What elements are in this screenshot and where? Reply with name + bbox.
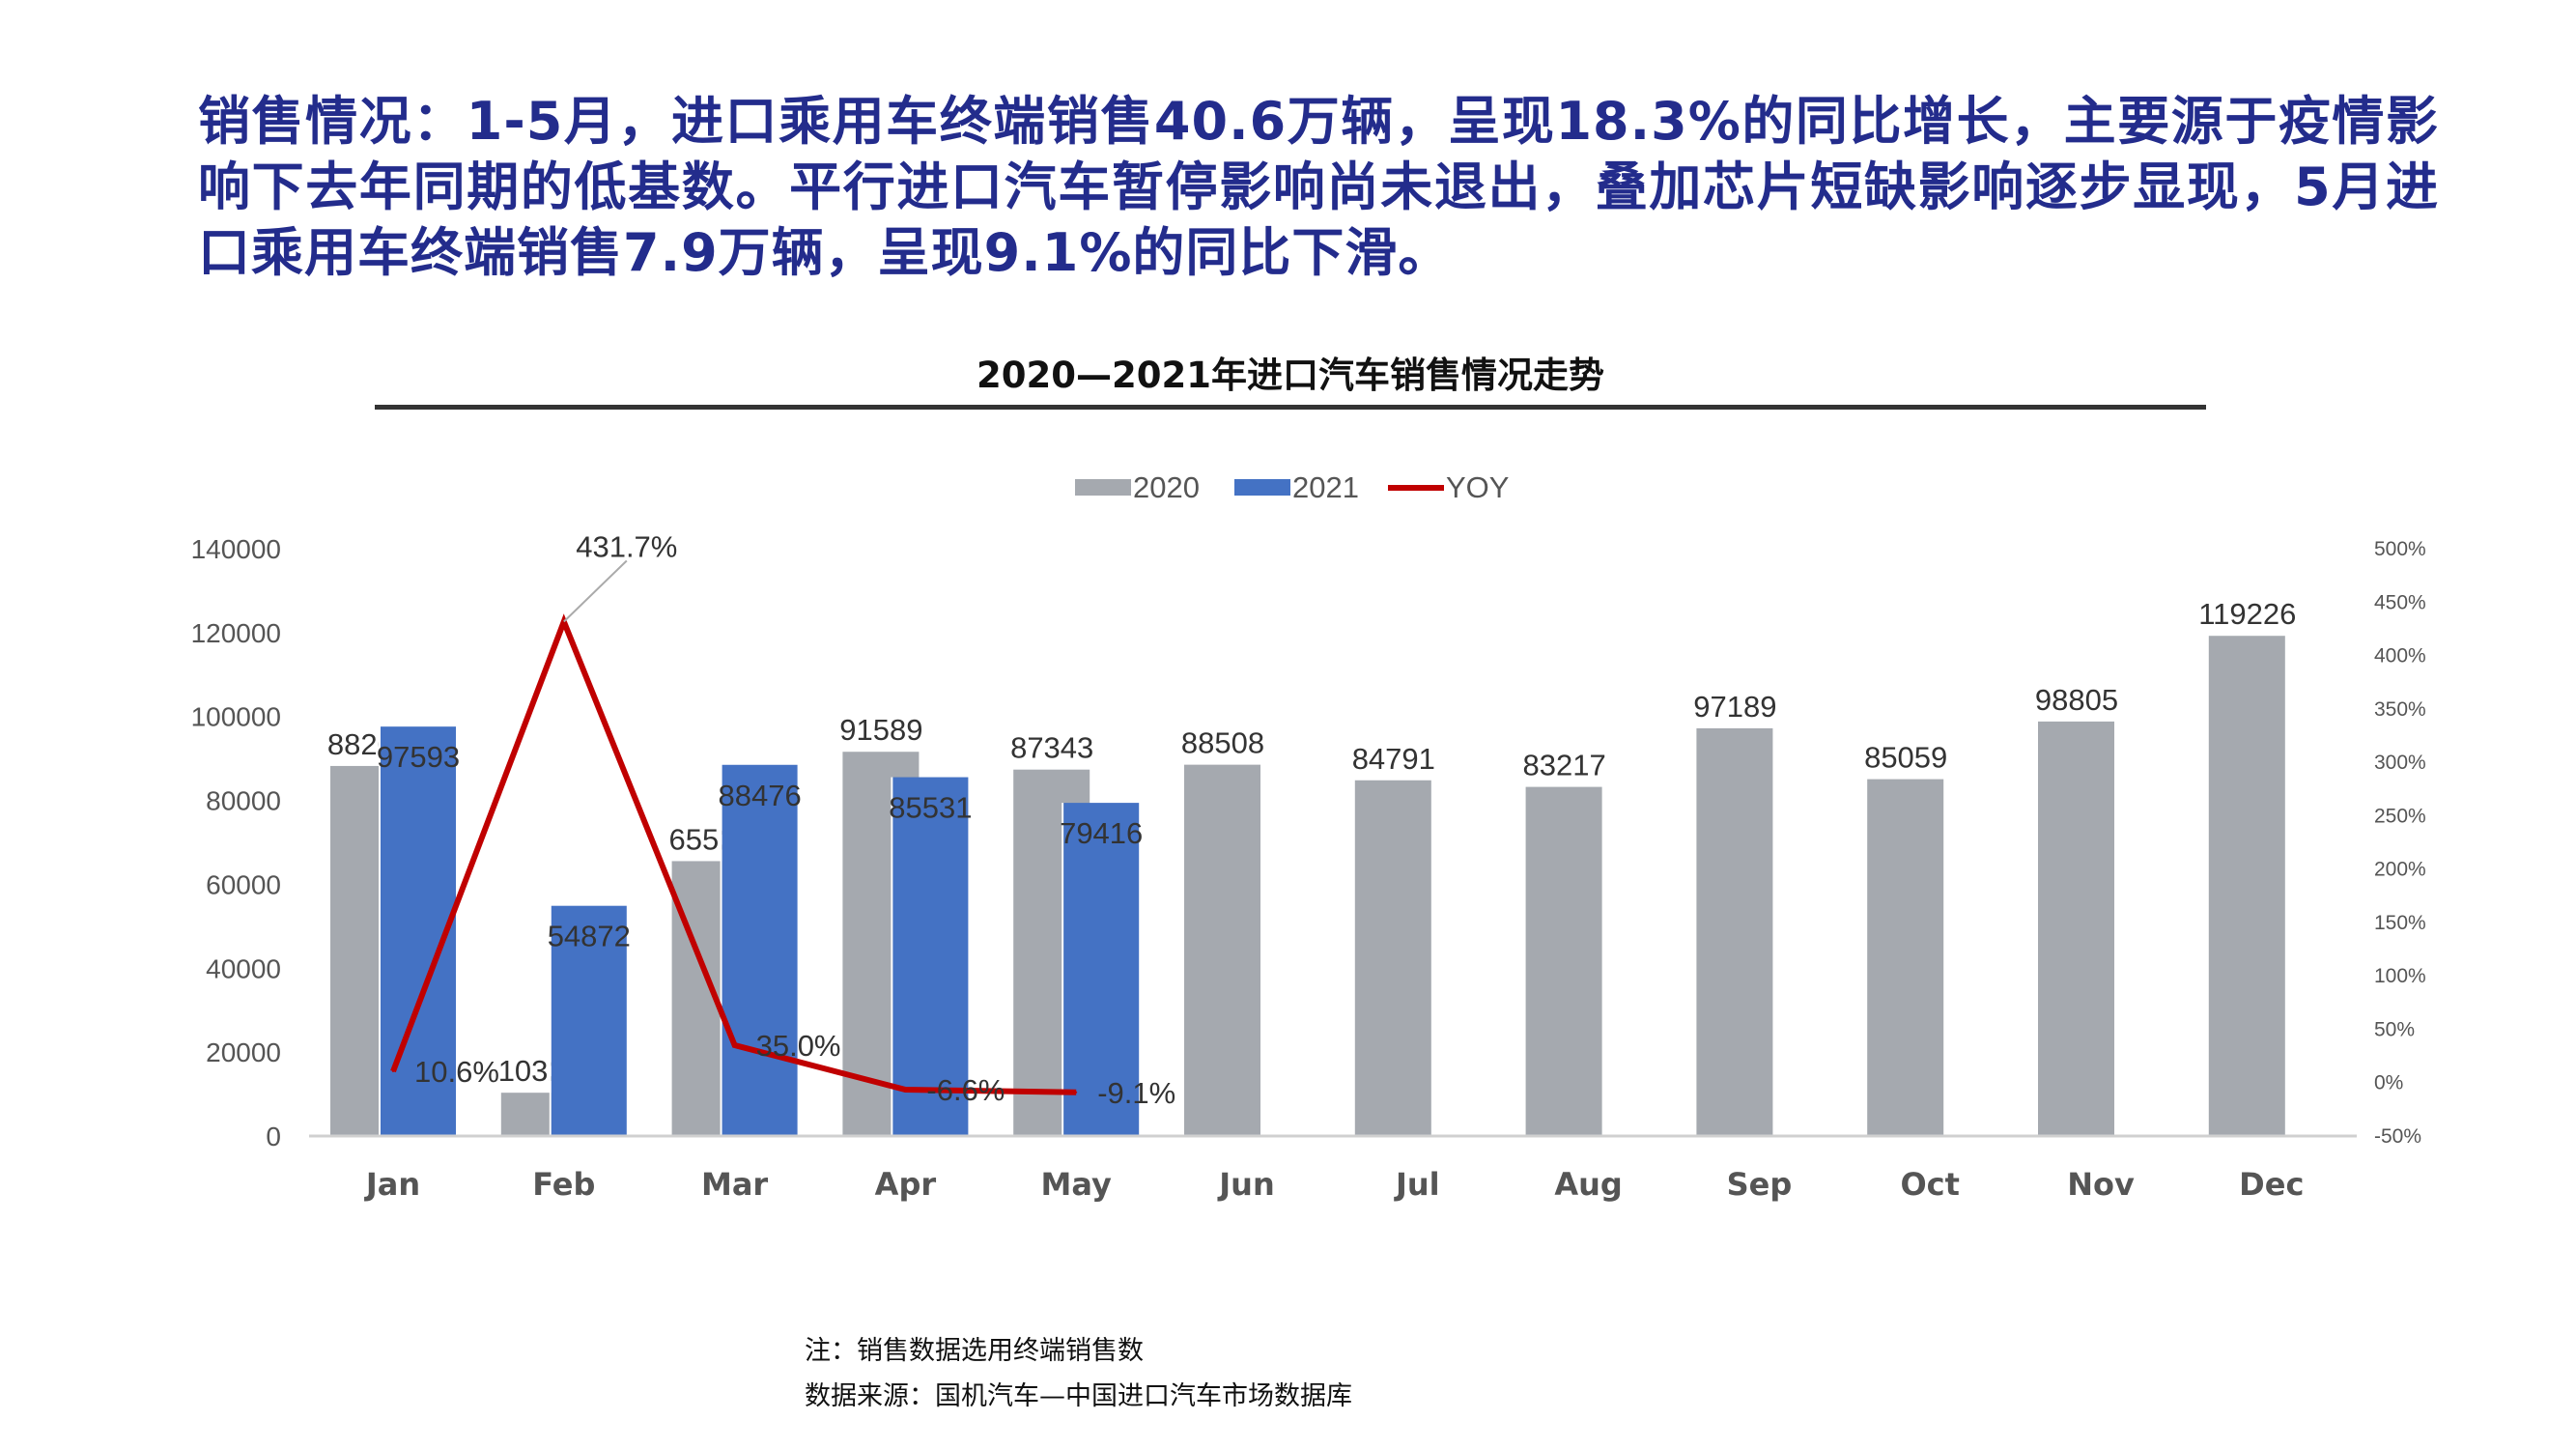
legend-label-2021: 2021 [1292,470,1359,504]
yoy-data-label: -9.1% [1097,1076,1175,1110]
title-rule [375,405,2206,410]
yoy-data-label: -6.6% [926,1073,1005,1107]
x-tick-label: Nov [2067,1166,2135,1203]
y-right-tick-label: 100% [2374,965,2426,987]
bar-2020-aug [1525,786,1602,1136]
yoy-point [904,1089,907,1092]
bar-2021-apr [892,777,969,1136]
x-tick-label: Apr [875,1166,937,1203]
data-label-2020: 83217 [1522,749,1605,782]
data-label-2020: 88508 [1181,726,1264,760]
yoy-data-label: 35.0% [756,1029,841,1063]
bar-2020-jun [1184,764,1260,1136]
data-label-2021: 88476 [718,779,801,812]
bar-2021-mar [722,764,798,1136]
chart-title: 2020—2021年进口汽车销售情况走势 [977,355,1604,396]
data-label-2021: 54872 [548,920,631,953]
bar-2020-dec [2208,636,2285,1136]
bar-2021-may [1063,803,1140,1136]
y-right-tick-label: 500% [2374,538,2426,560]
y-right-tick-label: -50% [2374,1125,2421,1148]
data-label-2021: 85531 [889,791,972,825]
data-label-2021: 79416 [1060,816,1143,850]
y-right-tick-label: 200% [2374,859,2426,881]
y-right-tick-label: 50% [2374,1018,2415,1040]
data-label-2020: 87343 [1010,731,1093,765]
x-tick-label: Jul [1394,1166,1440,1203]
y-right-tick-label: 350% [2374,698,2426,721]
legend-swatch-2021 [1234,479,1290,496]
y-right-tick-label: 450% [2374,591,2426,613]
x-tick-label: Feb [532,1166,595,1203]
note-text: 注：销售数据选用终端销售数 [805,1336,1144,1366]
legend-swatch-2020 [1075,479,1131,496]
x-tick-label: Dec [2239,1166,2304,1203]
legend-label-2020: 2020 [1133,470,1200,504]
data-label-2020: 98805 [2035,683,2118,717]
notes: 注：销售数据选用终端销售数 数据来源：国机汽车—中国进口汽车市场数据库 [805,1328,1352,1419]
bar-2020-jul [1354,780,1431,1136]
bar-2021-feb [551,905,627,1136]
bar-gap [379,726,381,1136]
yoy-data-label: 431.7% [576,530,677,564]
x-tick-label: Aug [1554,1166,1622,1203]
bar-gap [1062,803,1064,1136]
y-left-tick-label: 80000 [206,786,281,816]
y-right-tick-label: 400% [2374,645,2426,668]
bar-gap [891,777,893,1136]
legend: 2020 2021 YOY [1075,470,1509,504]
x-tick-label: Sep [1727,1166,1793,1203]
y-left-tick-label: 100000 [191,702,281,732]
y-left-tick-label: 20000 [206,1037,281,1067]
yoy-point [1075,1091,1078,1094]
bar-2020-nov [2038,721,2114,1136]
yoy-data-label: 10.6% [414,1055,499,1089]
y-left-tick-label: 60000 [206,869,281,899]
y-left-tick-label: 40000 [206,953,281,983]
yoy-point [392,1070,394,1073]
data-label-2020: 85059 [1864,741,1947,775]
x-tick-label: Jun [1217,1166,1274,1203]
y-right-tick-label: 0% [2374,1072,2403,1094]
y-left-tick-label: 140000 [191,534,281,564]
headline: 销售情况：1-5月，进口乘用车终端销售40.6万辆，呈现18.3%的同比增长，主… [198,91,2439,283]
data-label-2020: 84791 [1352,742,1435,776]
data-label-2020: 91589 [839,713,922,747]
data-label-2020: 97189 [1693,690,1776,724]
bar-2020-oct [1867,779,1944,1136]
legend-label-yoy: YOY [1446,470,1509,504]
y-left-tick-label: 120000 [191,618,281,648]
yoy-point [733,1044,736,1047]
y-right-tick-label: 300% [2374,752,2426,774]
data-label-2021: 97593 [377,740,460,774]
x-tick-label: Oct [1900,1166,1959,1203]
x-tick-label: Mar [701,1166,768,1203]
bar-gap [720,764,722,1136]
x-tick-label: May [1041,1166,1112,1203]
y-right-tick-label: 250% [2374,805,2426,827]
bar-2020-sep [1696,727,1773,1136]
data-label-2020: 119226 [2198,597,2296,631]
x-tick-label: Jan [364,1166,420,1203]
y-right-tick-label: 150% [2374,912,2426,934]
yoy-leader-line [563,559,628,623]
y-left-tick-label: 0 [266,1122,281,1151]
source-text: 数据来源：国机汽车—中国进口汽车市场数据库 [805,1381,1352,1411]
bar-gap [549,905,552,1136]
